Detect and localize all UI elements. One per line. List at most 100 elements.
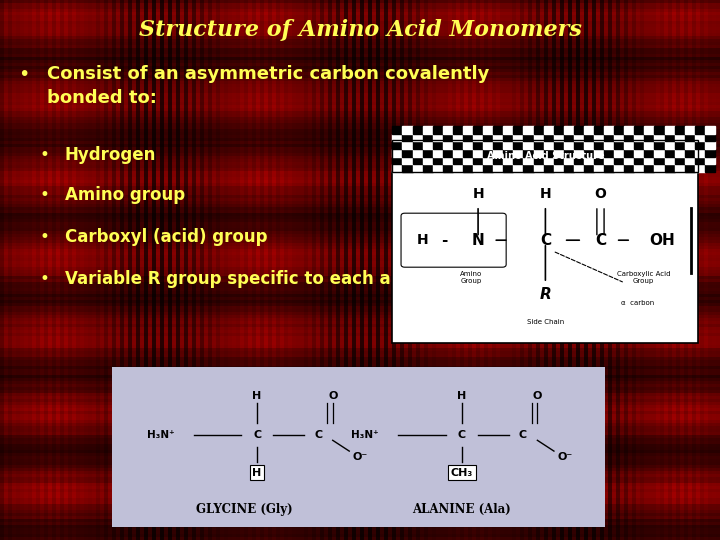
Bar <box>453 141 463 149</box>
Bar <box>473 157 483 164</box>
Bar <box>654 149 665 157</box>
Bar <box>473 134 483 141</box>
Bar <box>554 141 564 149</box>
Bar <box>392 134 402 141</box>
Bar <box>433 164 443 172</box>
Bar <box>413 134 423 141</box>
Bar <box>604 164 614 172</box>
Text: ALANINE (Ala): ALANINE (Ala) <box>413 503 511 516</box>
Bar <box>503 126 513 134</box>
Text: O: O <box>328 391 338 401</box>
Bar <box>433 134 443 141</box>
Text: Consist of an asymmetric carbon covalently: Consist of an asymmetric carbon covalent… <box>47 65 489 83</box>
Text: R: R <box>539 287 552 302</box>
Bar <box>483 157 493 164</box>
Bar <box>433 157 443 164</box>
Bar <box>483 134 493 141</box>
Bar <box>675 149 685 157</box>
Bar <box>705 126 715 134</box>
Bar <box>624 149 634 157</box>
Bar <box>564 157 574 164</box>
Bar <box>644 149 654 157</box>
Bar <box>413 149 423 157</box>
Bar <box>503 149 513 157</box>
Bar <box>402 126 413 134</box>
Bar <box>675 141 685 149</box>
Bar <box>584 149 594 157</box>
Bar <box>392 164 402 172</box>
Bar <box>574 164 584 172</box>
Bar <box>594 149 604 157</box>
Bar <box>675 164 685 172</box>
Bar <box>513 141 523 149</box>
Bar <box>614 164 624 172</box>
Bar <box>423 164 433 172</box>
Text: H: H <box>253 391 261 401</box>
Text: Structure of Amino Acid Monomers: Structure of Amino Acid Monomers <box>138 19 582 41</box>
Bar <box>584 134 594 141</box>
Text: H: H <box>417 233 429 247</box>
Bar <box>443 141 453 149</box>
Bar <box>453 149 463 157</box>
Bar <box>644 164 654 172</box>
Text: O: O <box>595 187 606 201</box>
Bar <box>564 141 574 149</box>
Text: Carboxylic Acid
Group: Carboxylic Acid Group <box>616 271 670 284</box>
Bar <box>675 157 685 164</box>
Bar <box>665 141 675 149</box>
Bar <box>483 149 493 157</box>
Bar <box>654 164 665 172</box>
Bar <box>624 164 634 172</box>
Bar <box>423 141 433 149</box>
Bar <box>685 149 695 157</box>
Text: Hydrogen: Hydrogen <box>65 146 156 164</box>
Text: O: O <box>533 391 542 401</box>
Bar <box>413 141 423 149</box>
Bar <box>534 134 544 141</box>
Bar <box>544 164 554 172</box>
Bar <box>554 149 564 157</box>
Bar <box>463 157 473 164</box>
Bar <box>402 149 413 157</box>
Bar <box>675 134 685 141</box>
Bar <box>594 157 604 164</box>
Text: •: • <box>40 270 50 288</box>
Text: Carboxyl (acid) group: Carboxyl (acid) group <box>65 228 267 246</box>
Text: Amino group: Amino group <box>65 186 185 204</box>
Bar <box>483 141 493 149</box>
Bar <box>594 164 604 172</box>
Bar <box>513 126 523 134</box>
Bar <box>413 157 423 164</box>
Bar <box>423 157 433 164</box>
Bar <box>453 126 463 134</box>
Bar <box>685 134 695 141</box>
Bar <box>534 157 544 164</box>
Bar <box>564 134 574 141</box>
Bar <box>544 149 554 157</box>
Text: α  carbon: α carbon <box>621 300 654 306</box>
Bar <box>675 126 685 134</box>
Bar <box>594 126 604 134</box>
Bar <box>523 164 534 172</box>
Bar <box>705 141 715 149</box>
Text: Variable R group specific to each amino acid: Variable R group specific to each amino … <box>65 270 481 288</box>
Bar <box>695 134 705 141</box>
Bar <box>402 164 413 172</box>
Bar <box>534 149 544 157</box>
Bar <box>473 149 483 157</box>
Bar <box>604 134 614 141</box>
Bar <box>513 164 523 172</box>
Bar <box>392 141 402 149</box>
Text: CH₃: CH₃ <box>451 468 473 478</box>
Bar <box>433 126 443 134</box>
Bar <box>685 141 695 149</box>
Bar <box>624 134 634 141</box>
Bar <box>574 141 584 149</box>
Bar <box>685 126 695 134</box>
Bar <box>523 157 534 164</box>
Bar <box>473 126 483 134</box>
Bar <box>695 149 705 157</box>
Bar <box>544 126 554 134</box>
Bar <box>423 126 433 134</box>
Text: -: - <box>441 233 448 248</box>
